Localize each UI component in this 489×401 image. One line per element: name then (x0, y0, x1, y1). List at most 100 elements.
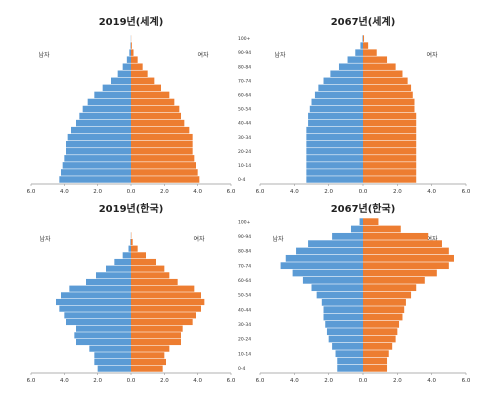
male-bar (128, 245, 131, 252)
male-bar (97, 365, 131, 372)
x-tick-label: 4.0 (290, 378, 299, 384)
male-bar (76, 338, 131, 346)
age-group-label: 30-34 (238, 135, 251, 141)
female-bar (131, 338, 181, 346)
x-tick-label: 6.0 (462, 189, 471, 195)
female-bar (131, 56, 138, 63)
male-bar (59, 305, 132, 312)
female-bar (131, 238, 133, 246)
male-bar (89, 345, 131, 352)
male-bar (306, 140, 363, 148)
female-bar (131, 312, 196, 319)
male-bar (321, 298, 363, 306)
age-group-label: 40-44 (238, 307, 251, 313)
female-bar (363, 105, 415, 113)
male-label: 남자 (274, 51, 286, 59)
x-tick-label: 2.0 (93, 378, 102, 384)
age-group-label: 50-54 (238, 293, 251, 299)
male-bar (335, 350, 363, 358)
female-bar (363, 320, 400, 328)
x-tick-label: 4.0 (60, 189, 69, 195)
age-group-label: 70-74 (238, 263, 251, 269)
female-bar (131, 265, 165, 272)
female-bar (363, 335, 396, 343)
male-bar (323, 77, 363, 85)
age-group-label: 50-54 (238, 107, 251, 113)
male-bar (74, 332, 131, 339)
female-bar (363, 98, 415, 106)
female-bar (363, 169, 417, 176)
x-tick-label: 6.0 (227, 189, 236, 195)
male-bar (306, 155, 363, 162)
female-bar (363, 49, 377, 56)
male-bar (56, 298, 131, 306)
female-bar (131, 119, 185, 127)
female-bar (363, 298, 406, 306)
male-bar (323, 306, 363, 314)
male-bar (306, 148, 363, 155)
female-bar (131, 345, 170, 352)
x-tick-label: 4.0 (60, 378, 69, 384)
female-bar (131, 98, 175, 106)
chart-title: 2067년(한국) (331, 202, 396, 215)
male-bar (106, 265, 131, 272)
male-bar (94, 352, 131, 359)
age-group-label: 30-34 (238, 322, 251, 328)
female-bar (131, 332, 181, 339)
male-bar (362, 35, 363, 42)
male-bar (308, 119, 363, 127)
female-bar (363, 291, 412, 299)
x-tick-label: 4.0 (427, 189, 436, 195)
female-label: 여자 (193, 235, 205, 243)
male-bar (306, 133, 363, 141)
x-tick-label: 2.0 (324, 189, 333, 195)
female-bar (131, 358, 166, 366)
female-bar (131, 365, 163, 372)
male-bar (280, 262, 363, 270)
female-bar (131, 272, 170, 279)
age-group-label: 80-84 (238, 64, 251, 70)
male-bar (86, 278, 131, 286)
chart-title: 2067년(세계) (331, 15, 396, 28)
x-tick-label: 4.0 (193, 189, 202, 195)
female-bar (131, 133, 193, 141)
female-bar (363, 70, 403, 78)
female-bar (131, 155, 195, 162)
male-bar (126, 56, 131, 63)
male-bar (129, 49, 131, 56)
male-bar (332, 342, 363, 350)
male-bar (309, 105, 363, 113)
male-label: 남자 (38, 51, 50, 59)
male-bar (306, 126, 363, 134)
age-group-label: 70-74 (238, 78, 251, 84)
female-bar (363, 218, 379, 226)
age-group-label: 90-94 (238, 234, 251, 240)
male-bar (285, 254, 363, 262)
female-bar (131, 84, 161, 92)
male-bar (355, 49, 363, 56)
male-bar (61, 292, 131, 299)
x-tick-label: 4.0 (290, 189, 299, 195)
male-bar (66, 140, 131, 148)
female-bar (363, 42, 369, 49)
female-bar (131, 162, 196, 169)
male-bar (308, 112, 363, 120)
age-group-label: 100+ (238, 219, 251, 225)
male-label: 남자 (39, 235, 51, 243)
female-bar (363, 133, 417, 141)
male-bar (76, 119, 131, 127)
age-group-label: 80-84 (238, 249, 251, 255)
x-tick-label: 6.0 (27, 378, 36, 384)
male-bar (308, 240, 363, 248)
male-bar (62, 162, 131, 169)
age-group-label: 20-24 (238, 337, 251, 343)
x-tick-label: 4.0 (427, 378, 436, 384)
age-group-label: 10-14 (238, 163, 251, 169)
male-bar (94, 91, 131, 99)
male-bar (306, 162, 363, 169)
male-bar (94, 358, 131, 366)
female-bar (363, 364, 388, 372)
female-bar (363, 328, 398, 336)
